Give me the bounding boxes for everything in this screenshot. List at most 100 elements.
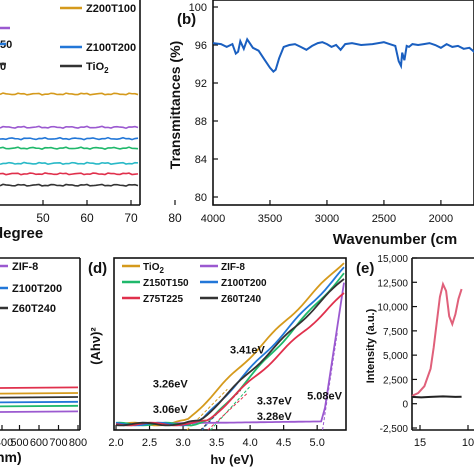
panel-e-y-tick-label: 0 — [402, 400, 408, 411]
panel-e-y-tick-label: 2,500 — [383, 375, 408, 386]
panel-d-annotations: 3.41eV 3.26eV 3.06eV 3.37eV 3.28eV 5.08eV — [153, 345, 343, 423]
panel-e-ticks: -2,500 0 2,500 5,000 7,500 10,000 12,500 15,000… — [377, 254, 474, 449]
panel-b-y-tick-label: 88 — [195, 116, 207, 128]
panel-d-legend-label: Z75T225 — [143, 294, 183, 305]
panel-c-x-label: nm) — [0, 449, 22, 465]
panel-c-series-line — [0, 404, 79, 408]
panel-a-legend-label: TiO2 — [86, 61, 109, 75]
panel-d-annotation: 3.06eV — [153, 404, 189, 416]
panel-c-series — [0, 386, 79, 413]
panel-b-x-tick-label: 3000 — [315, 213, 339, 225]
panel-d-tick-label: 4.5 — [276, 437, 291, 449]
panel-c-legend-label: Z100T200 — [12, 283, 62, 295]
panel-d-label: (d) — [88, 260, 107, 277]
panel-c-series-line — [0, 400, 79, 404]
panel-b-x-tick-label: 4000 — [201, 213, 225, 225]
panel-b-x-label: Wavenumber (cm — [333, 231, 457, 248]
panel-a-series-line — [0, 146, 139, 150]
panel-c-uvvis: ZIF-8 Z100T200 Z60T240 400500600700800 nm) — [0, 257, 87, 465]
panel-c-series-line — [0, 392, 79, 395]
panel-c-legend: ZIF-8 Z100T200 Z60T240 — [0, 261, 62, 315]
panel-b-label: (b) — [177, 11, 196, 28]
panel-a-x-ticks: 50 60 70 80 — [36, 200, 182, 225]
panel-d-annotation: 3.28eV — [257, 411, 293, 423]
panel-b-transmittance-curve — [212, 37, 474, 73]
panel-b-x-tick-label: 2500 — [372, 213, 396, 225]
panel-a-x-label: degree — [0, 225, 43, 242]
panel-a-series-line — [0, 172, 139, 176]
panel-e-pl: (e) Intensity (a.u.) -2,500 0 2,500 5,000 7,… — [356, 254, 474, 449]
panel-c-tick-label: 500 — [10, 437, 28, 449]
panel-d-series-line — [115, 262, 345, 427]
panel-a-tick-label: 80 — [168, 211, 182, 225]
panel-e-series-line — [411, 281, 463, 397]
panel-c-series-line — [0, 410, 79, 413]
panel-d-x-ticks: 2.0 2.5 3.0 3.5 4.0 4.5 5.0 — [108, 425, 325, 449]
panel-e-label: (e) — [356, 260, 374, 277]
panel-c-tick-label: 800 — [69, 437, 87, 449]
panel-c-series-line — [0, 386, 79, 389]
panel-d-y-label: (Ahν)² — [88, 327, 103, 365]
panel-d-tick-label: 3.0 — [175, 437, 190, 449]
panel-d-legend-label: TiO2 — [143, 262, 164, 275]
panel-d-legend-label: Z100T200 — [221, 278, 267, 289]
panel-a-series-line — [0, 92, 139, 96]
panel-e-y-tick-label: 5,000 — [383, 351, 408, 362]
panel-c-tick-label: 700 — [49, 437, 67, 449]
panel-c-x-ticks: 400500600700800 — [0, 425, 87, 449]
panel-d-legend-label: ZIF-8 — [221, 262, 245, 273]
panel-c-tick-label: 400 — [0, 437, 13, 449]
panel-a-series — [0, 92, 139, 187]
panel-b-x-tick-label: 3500 — [258, 213, 282, 225]
panel-e-y-tick-label: -2,500 — [380, 424, 409, 435]
panel-a-legend-label: 0 — [0, 61, 6, 73]
panel-d-series-line — [115, 278, 345, 427]
panel-d-legend-label: Z60T240 — [221, 294, 261, 305]
panel-b-frame — [212, 0, 474, 206]
panel-c-legend-label: Z60T240 — [12, 303, 56, 315]
panel-e-y-tick-label: 15,000 — [377, 254, 408, 265]
panel-d-annotation: 3.37eV — [257, 396, 293, 408]
panel-a-tick-label: 70 — [124, 211, 138, 225]
panel-d-tick-label: 2.5 — [142, 437, 157, 449]
panel-a-legend-label: Z200T100 — [86, 3, 136, 15]
panel-b-y-tick-label: 96 — [195, 40, 207, 52]
panel-a-legend-label: Z100T200 — [86, 42, 136, 54]
panel-d-annotation: 5.08eV — [307, 390, 343, 402]
panel-b-y-tick-label: 92 — [195, 78, 207, 90]
panel-d-fit-line — [207, 392, 249, 431]
panel-c-tick-label: 600 — [30, 437, 48, 449]
panel-e-series — [411, 281, 463, 399]
panel-c-legend-label: ZIF-8 — [12, 261, 38, 273]
panel-a-series-line — [0, 125, 139, 130]
panel-c-series-line — [0, 396, 79, 399]
panel-a-xrd: Z200T100 Z100T200 TiO2 50 0 50 60 70 80 degree — [0, 0, 182, 242]
panel-e-y-label: Intensity (a.u.) — [365, 308, 377, 383]
panel-a-legend-label: 50 — [0, 39, 12, 51]
panel-b-ftir: (b) 4000 3500 3000 2500 2000 80 84 88 92 96 100 Tr… — [167, 0, 474, 248]
panel-d-legend: TiO2 ZIF-8 Z150T150 Z100T200 Z75T225 Z60T240 — [122, 262, 267, 305]
panel-a-legend: Z200T100 Z100T200 TiO2 50 0 — [0, 3, 136, 75]
panel-e-y-tick-label: 12,500 — [377, 278, 408, 289]
panel-d-legend-label: Z150T150 — [143, 278, 189, 289]
panel-b-x-tick-label: 2000 — [429, 213, 453, 225]
panel-b-y-label: Transmittances (%) — [167, 41, 183, 169]
panel-e-x-tick-label: 10 — [462, 437, 474, 449]
panel-b-y-tick-label: 100 — [189, 2, 207, 14]
panel-e-y-tick-label: 7,500 — [383, 327, 408, 338]
panel-d-series-line — [115, 292, 345, 427]
panel-a-series-line — [0, 136, 139, 141]
panel-d-tauc: (d) (Ahν)² 2.0 2.5 3.0 3.5 4.0 4.5 5.0 TiO2 ZIF… — [88, 257, 347, 467]
panel-e-x-tick-label: 15 — [414, 437, 426, 449]
panel-d-annotation: 3.41eV — [230, 345, 266, 357]
panel-d-fit-line — [186, 388, 228, 431]
panel-a-tick-label: 60 — [80, 211, 94, 225]
panel-d-x-label: hν (eV) — [210, 452, 253, 467]
panel-a-tick-label: 50 — [36, 211, 50, 225]
panel-d-frame — [113, 257, 347, 431]
panel-d-annotation: 3.26eV — [153, 379, 189, 391]
panel-d-series — [115, 262, 345, 427]
panel-b-y-tick-label: 84 — [195, 154, 207, 166]
